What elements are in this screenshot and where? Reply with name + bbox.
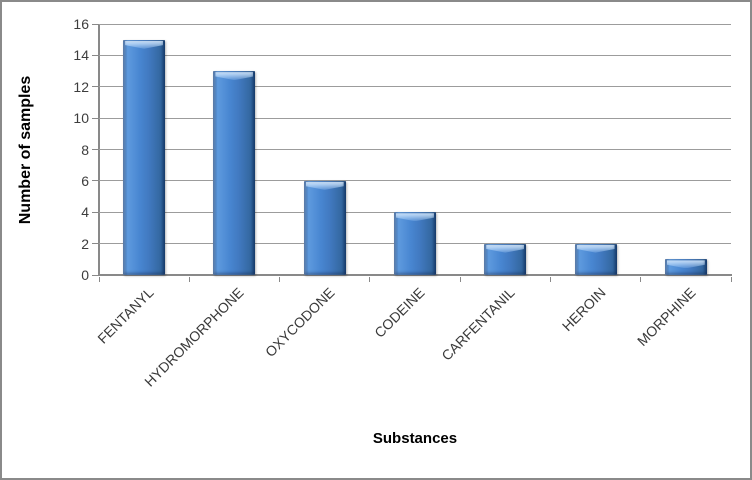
x-axis-tick (459, 277, 461, 282)
y-axis-tick (92, 54, 98, 56)
x-tick-label: OXYCODONE (261, 284, 338, 360)
gridline (99, 117, 731, 119)
y-axis-tick (92, 211, 98, 213)
x-axis-tick (279, 277, 281, 282)
bar-fentanyl (123, 39, 166, 275)
y-axis-tick (92, 274, 98, 276)
x-axis-title: Substances (372, 430, 458, 447)
bar-oxycodone (303, 180, 346, 275)
y-tick-label: 10 (73, 110, 89, 127)
y-tick-label: 8 (81, 141, 89, 158)
y-tick-label: 4 (81, 204, 89, 221)
y-axis-tick (92, 180, 98, 182)
x-axis-tick (369, 277, 371, 282)
x-tick-label: HEROIN (558, 284, 609, 335)
gridline (99, 86, 731, 88)
x-axis-line (98, 274, 732, 276)
y-tick-label: 14 (73, 47, 89, 64)
y-axis-tick (92, 86, 98, 88)
y-axis-tick (92, 243, 98, 245)
y-axis-title: Number of samples (17, 75, 34, 225)
x-tick-label: CODEINE (371, 284, 428, 341)
bar-heroin (574, 243, 617, 275)
plot-area: 0 2 4 6 8 10 12 14 16 FENTANYL HYDROMORPHONE OXYCOD… (73, 16, 732, 390)
gridline (99, 23, 731, 25)
x-tick-label: FENTANYL (94, 284, 157, 347)
gridline (99, 180, 731, 182)
x-axis-tick (730, 277, 732, 282)
x-axis-tick (549, 277, 551, 282)
x-tick-label: MORPHINE (633, 284, 699, 349)
bar-hydromorphone (213, 71, 256, 275)
bar-morphine (664, 259, 707, 275)
y-tick-label: 16 (73, 16, 89, 32)
y-axis-tick (92, 117, 98, 119)
y-axis-tick (92, 23, 98, 25)
x-tick-label: CARFENTANIL (438, 284, 518, 364)
gridline (99, 149, 731, 150)
bar-carfentanil (484, 243, 527, 275)
y-axis-tick (92, 149, 98, 150)
x-axis-tick (188, 277, 190, 282)
y-tick-label: 12 (73, 78, 89, 95)
y-tick-label: 6 (81, 172, 89, 189)
x-tick-label: HYDROMORPHONE (141, 284, 248, 390)
y-tick-label: 2 (81, 235, 89, 252)
bar-codeine (394, 212, 436, 275)
x-axis-tick (640, 277, 642, 282)
gridline (99, 54, 731, 56)
y-tick-label: 0 (81, 267, 89, 283)
x-axis-tick (98, 277, 100, 282)
